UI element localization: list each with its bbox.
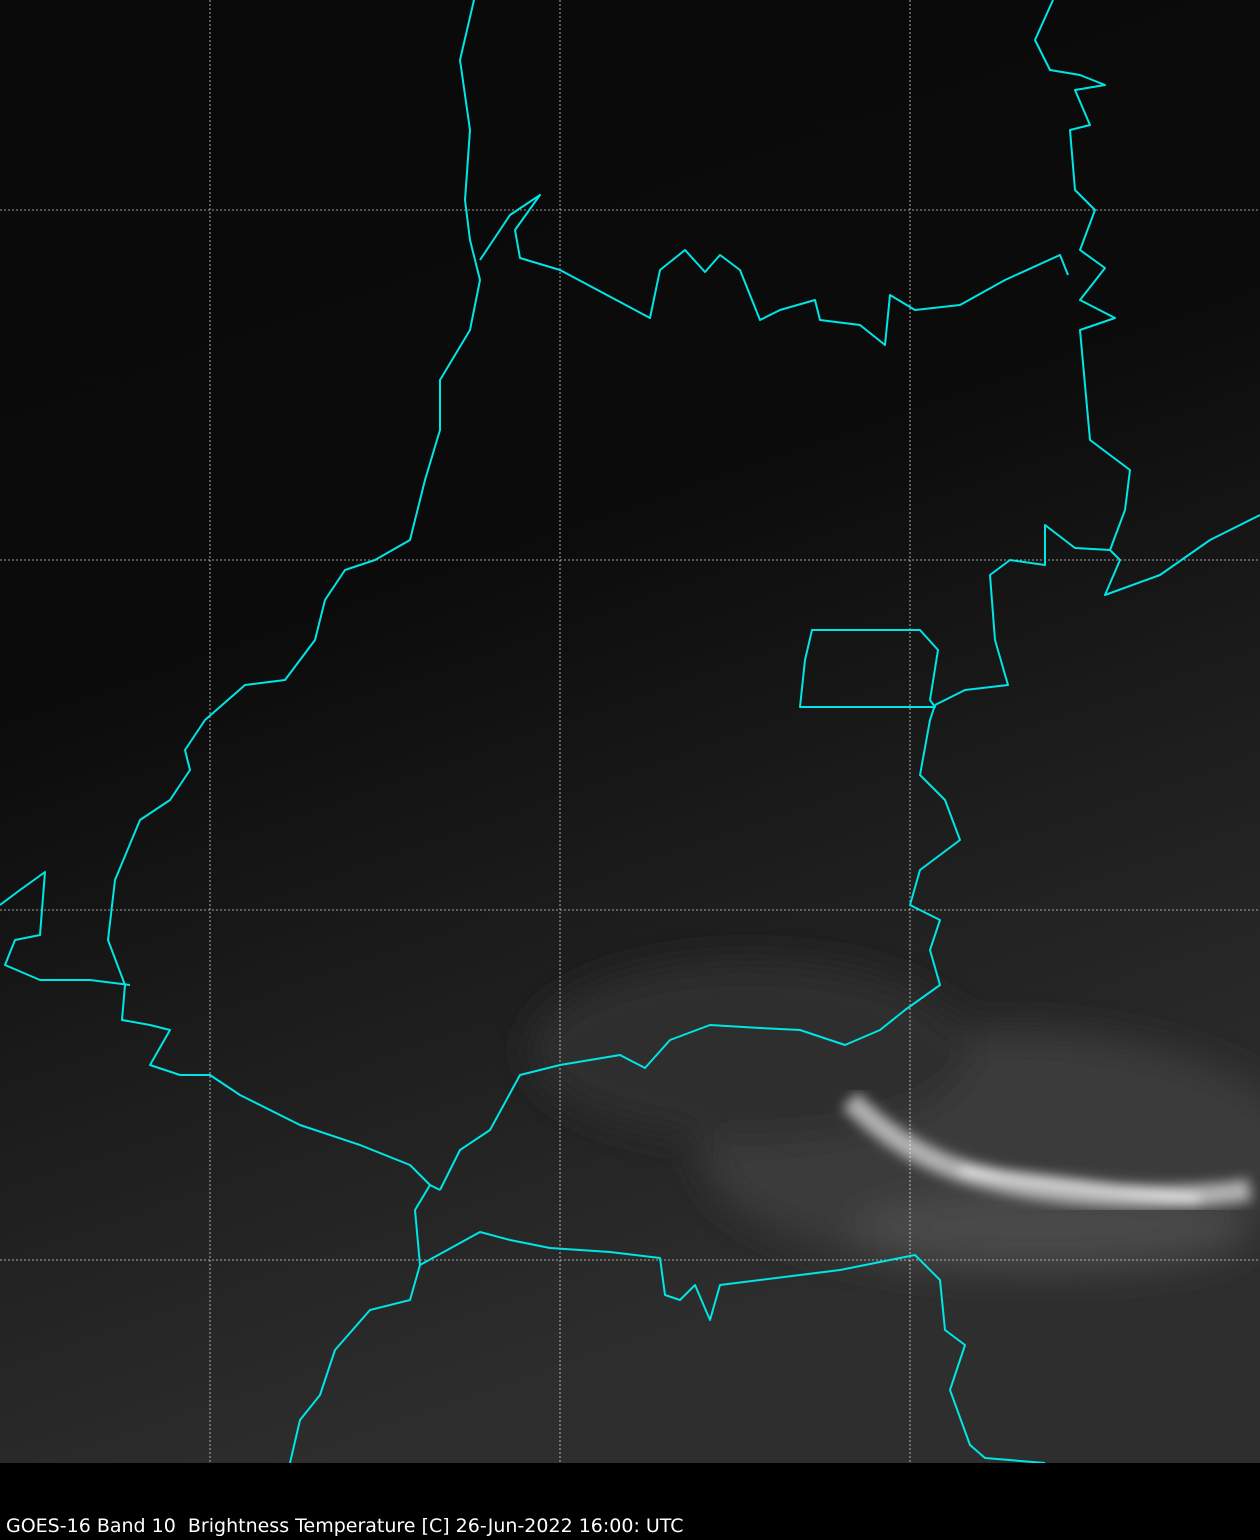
figure-caption: GOES-16 Band 10 Brightness Temperature [… — [6, 1515, 684, 1537]
gridlines — [0, 0, 1260, 1463]
bright-cloud-band — [842, 1092, 1252, 1208]
satellite-image — [0, 0, 1260, 1463]
political-borders — [0, 0, 1260, 1463]
